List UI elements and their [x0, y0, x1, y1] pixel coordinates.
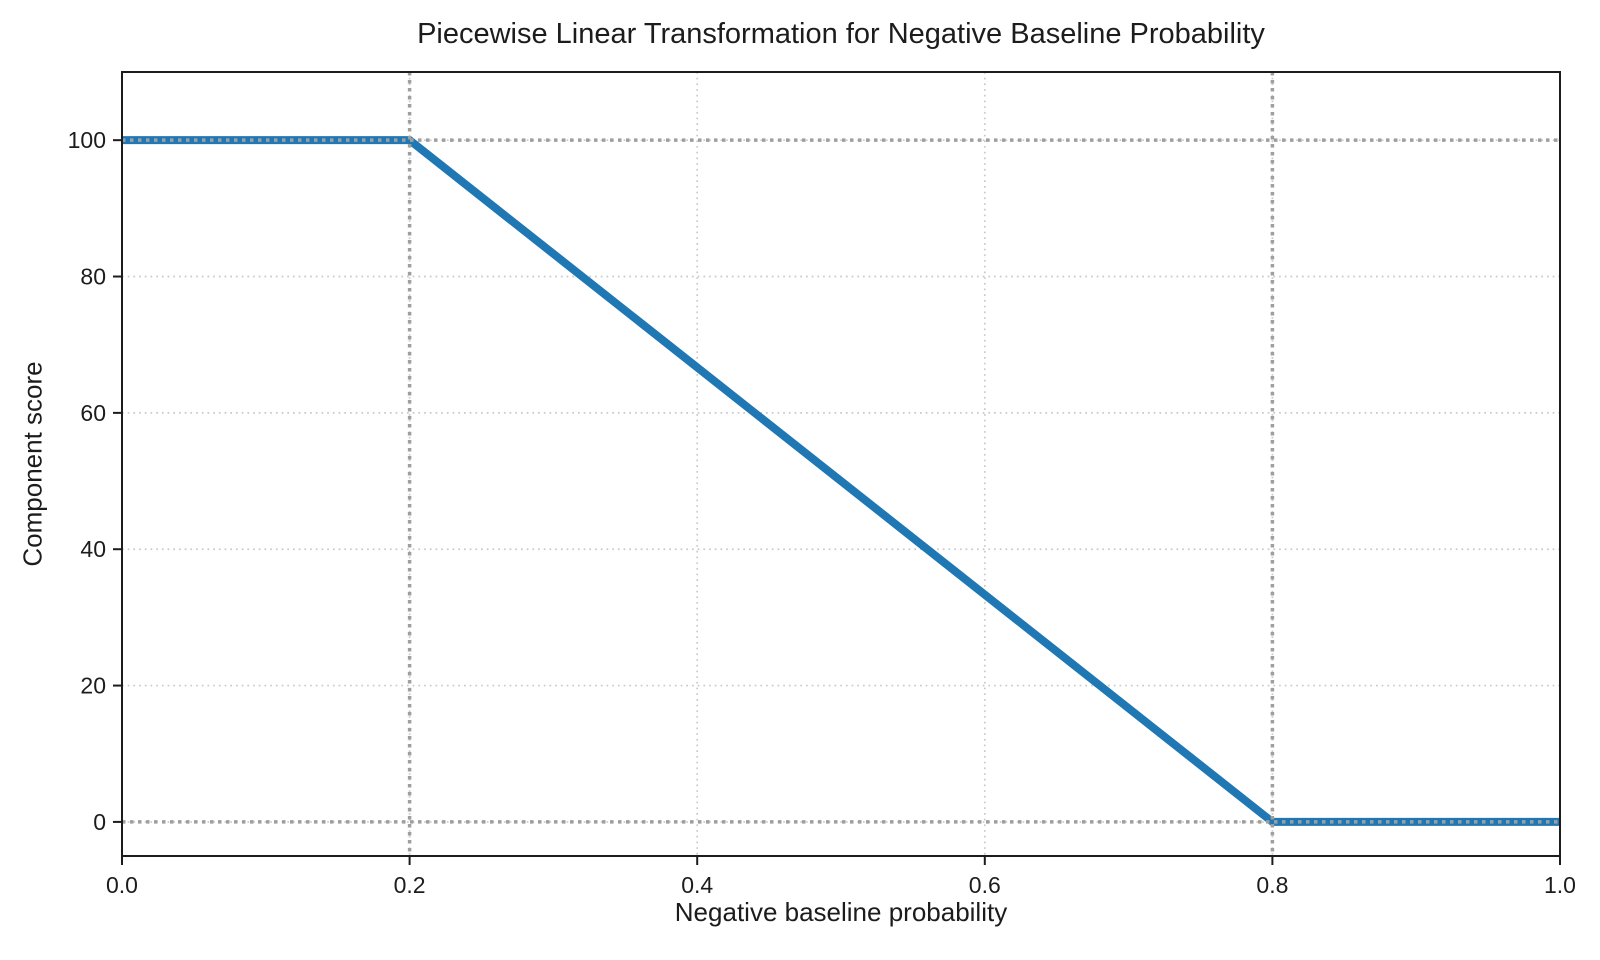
y-tick-label: 100 [68, 127, 106, 153]
y-tick-label: 0 [93, 809, 106, 835]
x-tick-label: 0.6 [969, 872, 1001, 898]
y-tick-label: 80 [80, 264, 106, 290]
data-line [122, 136, 1560, 826]
chart-title: Piecewise Linear Transformation for Nega… [417, 18, 1265, 50]
plot-spines [121, 71, 1561, 857]
x-axis-label: Negative baseline probability [674, 897, 1008, 927]
x-tick-label: 0.4 [681, 872, 713, 898]
x-tick-label: 0.2 [394, 872, 426, 898]
y-tick-label: 40 [80, 536, 106, 562]
x-tick-label: 1.0 [1544, 872, 1576, 898]
x-tick-label: 0.8 [1256, 872, 1288, 898]
x-tick-label: 0.0 [106, 872, 138, 898]
y-tick-label: 20 [80, 673, 106, 699]
y-tick-label: 60 [80, 400, 106, 426]
